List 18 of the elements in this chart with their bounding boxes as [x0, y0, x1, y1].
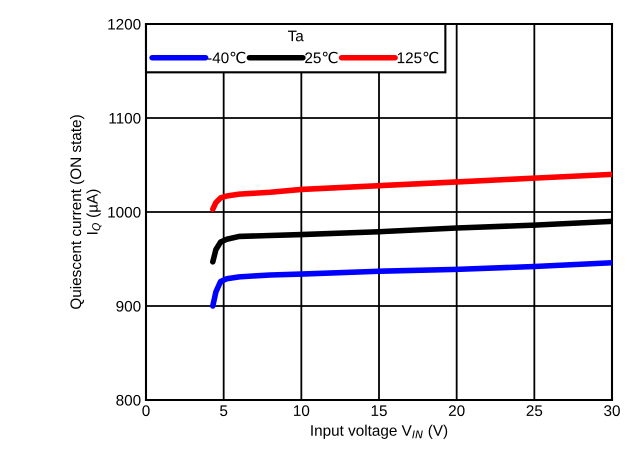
x-axis-title: Input voltage V$_{IN}$ (V)	[311, 424, 448, 439]
y-tick-label: 1000	[108, 206, 141, 218]
x-tick-label: 15	[372, 405, 387, 416]
x-tick-label: 10	[294, 405, 310, 416]
y-tick-label: 1200	[108, 18, 141, 30]
y-tick-label: 800	[116, 394, 141, 406]
x-tick-label: 30	[604, 405, 620, 416]
legend-label: -40℃	[208, 52, 246, 64]
x-tick-label: 25	[526, 405, 542, 416]
legend-label: 125℃	[398, 52, 438, 64]
x-tick-label: 0	[142, 405, 150, 416]
legend-label: 25℃	[305, 52, 338, 64]
legend-title: Ta	[288, 30, 304, 42]
y-axis-title: Quiescent current (ON state) I$_{Q}$ (µA)	[70, 115, 102, 309]
y-tick-label: 900	[116, 300, 141, 312]
x-tick-label: 5	[220, 405, 228, 416]
x-tick-label: 20	[448, 405, 465, 416]
y-tick-label: 1100	[109, 112, 141, 124]
